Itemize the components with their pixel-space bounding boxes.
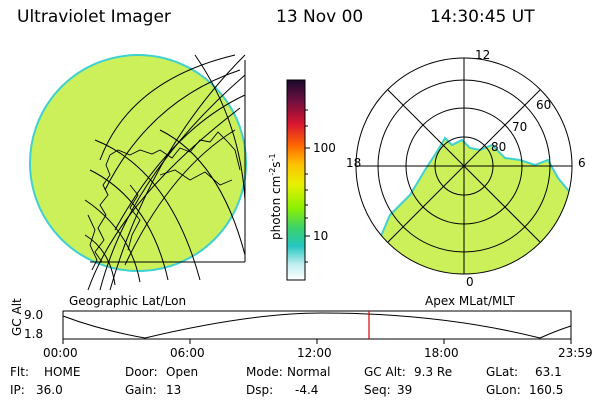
- auroral-oval: [373, 136, 572, 274]
- mlat-label-80: 80: [491, 140, 507, 154]
- time-tick-2359: 23:59: [558, 346, 593, 360]
- time-tick-1800: 18:00: [424, 346, 459, 360]
- glat-value: 63.1: [535, 365, 562, 379]
- door-value: Open: [166, 365, 199, 379]
- glat-label: GLat:: [486, 365, 519, 379]
- gain-value: 13: [166, 383, 182, 397]
- altitude-plot: [62, 310, 572, 344]
- gcalt-value: 9.3 Re: [414, 365, 453, 379]
- colorbar-tick-10: 10: [313, 229, 329, 243]
- glon-value: 160.5: [529, 383, 564, 397]
- mlt-label-12: 12: [475, 48, 491, 62]
- observation-date: 13 Nov 00: [276, 7, 364, 27]
- left-image-fill: [30, 55, 246, 271]
- ip-value: 36.0: [36, 383, 63, 397]
- mlat-label-70: 70: [512, 120, 528, 134]
- dsp-label: Dsp:: [246, 383, 274, 397]
- gcalt-label: GC Alt:: [364, 365, 406, 379]
- time-tick-0600: 06:00: [170, 346, 205, 360]
- colorbar: [286, 79, 310, 281]
- gain-label: Gain:: [125, 383, 157, 397]
- geographic-caption: Geographic Lat/Lon: [69, 294, 187, 308]
- altitude-ytick-high: 9.0: [24, 308, 44, 322]
- altitude-curve: [62, 312, 572, 339]
- time-tick-0000: 00:00: [43, 346, 78, 360]
- time-tick-1200: 12:00: [297, 346, 332, 360]
- unit-exp2: -1: [268, 153, 277, 162]
- ip-label: IP:: [10, 383, 25, 397]
- altitude-ytick-low: 1.8: [24, 327, 44, 341]
- unit-mid: s: [269, 161, 283, 168]
- geographic-image: [29, 54, 247, 291]
- polar-plot: [355, 57, 573, 275]
- door-label: Door:: [125, 365, 158, 379]
- mlt-label-0: 0: [466, 275, 474, 289]
- observation-time: 14:30:45 UT: [430, 7, 535, 27]
- dsp-value: -4.4: [295, 383, 319, 397]
- mlt-label-18: 18: [346, 156, 362, 170]
- flt-label: Flt:: [10, 365, 29, 379]
- mode-label: Mode:: [246, 365, 283, 379]
- glon-label: GLon:: [486, 383, 521, 397]
- unit-main: photon cm: [269, 175, 283, 240]
- seq-label: Seq:: [364, 383, 391, 397]
- colorbar-tick-100: 100: [313, 141, 336, 155]
- unit-exp1: -2: [268, 167, 277, 176]
- mode-value: Normal: [287, 365, 331, 379]
- colorbar-unit-label: photon cm-2s-1: [268, 153, 283, 240]
- altitude-ylabel: GC Alt: [10, 298, 24, 336]
- seq-value: 39: [397, 383, 413, 397]
- mlat-label-60: 60: [536, 98, 552, 112]
- flt-value: HOME: [44, 365, 81, 379]
- apex-caption: Apex MLat/MLT: [425, 294, 515, 308]
- instrument-title: Ultraviolet Imager: [17, 7, 171, 27]
- mlt-label-6: 6: [578, 156, 586, 170]
